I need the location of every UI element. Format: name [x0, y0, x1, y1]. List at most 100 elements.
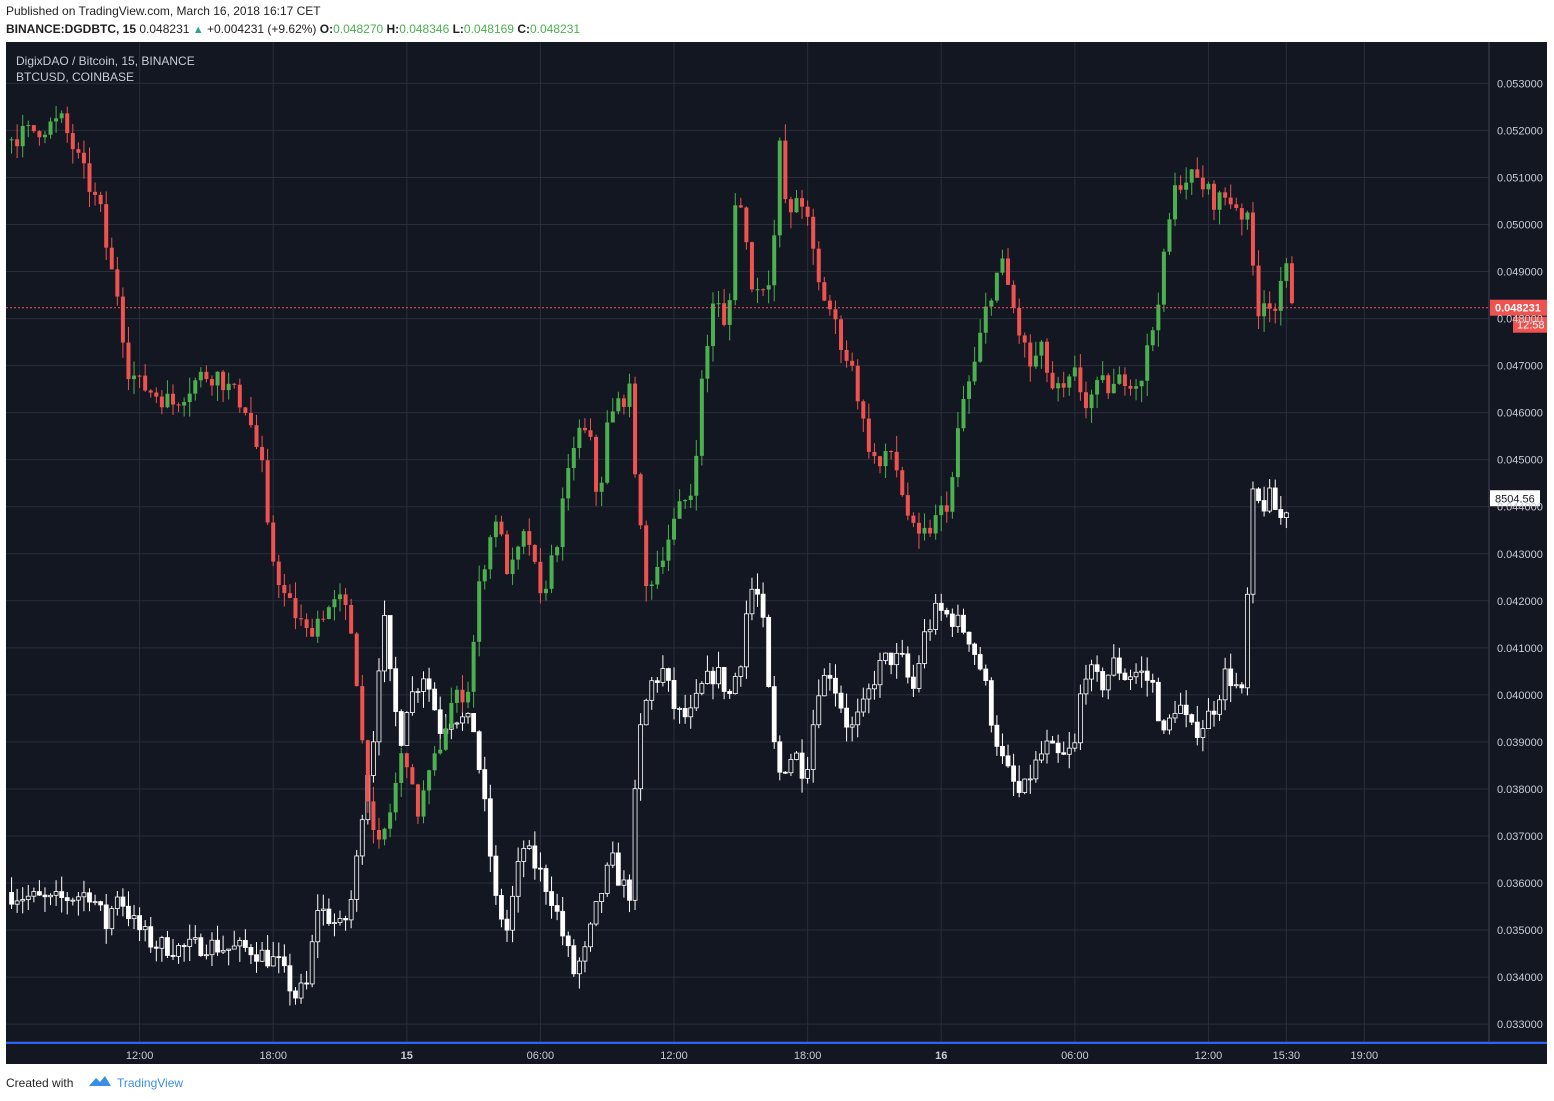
overlay-candle: [404, 712, 410, 746]
overlay-candle: [1272, 487, 1278, 510]
candle: [382, 828, 387, 840]
candle: [1044, 341, 1049, 373]
candle: [265, 460, 270, 523]
candle: [1134, 386, 1139, 389]
candle: [655, 566, 660, 585]
overlay-candle: [1250, 488, 1256, 595]
candle: [171, 393, 176, 405]
x-tick-label: 06:00: [527, 1050, 555, 1062]
candle: [254, 425, 259, 447]
candle: [749, 242, 754, 290]
chart-panel[interactable]: 0.048231 12:58 8504.56 0.053000 0.052000 0.0…: [6, 42, 1547, 1064]
overlay-candle: [855, 711, 861, 726]
candle: [471, 641, 476, 692]
overlay-candle: [565, 935, 571, 947]
candle: [182, 402, 187, 406]
overlay-candle: [693, 692, 699, 709]
btcusd-candles: [9, 479, 1289, 1006]
candle: [432, 753, 437, 771]
candle: [1206, 183, 1211, 190]
overlay-candle: [1150, 679, 1156, 683]
high-value: 0.048346: [399, 22, 450, 36]
candle: [1122, 374, 1127, 386]
overlay-candle: [187, 938, 193, 947]
overlay-candle: [231, 945, 237, 950]
tradingview-logo-icon[interactable]: [88, 1074, 112, 1088]
candle: [633, 383, 638, 475]
overlay-candle: [749, 588, 755, 615]
tradingview-link[interactable]: TradingView: [117, 1076, 184, 1090]
overlay-candle: [1233, 684, 1239, 687]
overlay-candle: [276, 956, 282, 959]
candle: [983, 306, 988, 333]
candle: [1161, 251, 1166, 305]
overlay-candle: [1039, 753, 1044, 761]
candle: [616, 398, 621, 412]
candle: [560, 498, 565, 548]
candle: [1200, 177, 1205, 190]
overlay-candle: [499, 895, 504, 920]
candle: [20, 125, 25, 147]
candle: [605, 422, 610, 483]
y-tick-label: 0.034000: [1497, 972, 1543, 984]
y-tick-label: 0.043000: [1497, 549, 1543, 561]
candle: [577, 427, 582, 448]
overlay-candle: [209, 939, 215, 956]
overlay-candle: [398, 711, 404, 746]
candle: [493, 521, 498, 538]
candle: [354, 633, 359, 687]
overlay-candle: [1217, 699, 1222, 715]
overlay-candle: [972, 643, 978, 655]
candle: [321, 618, 326, 620]
candle: [315, 618, 320, 637]
overlay-candle: [220, 949, 226, 953]
candle: [877, 456, 882, 467]
overlay-candle: [899, 652, 905, 655]
candle: [1139, 380, 1144, 387]
candle: [978, 332, 983, 362]
candle: [1267, 303, 1272, 309]
y-tick-label: 0.046000: [1497, 408, 1543, 420]
candle: [482, 569, 487, 582]
overlay-candle: [476, 731, 482, 771]
candle: [1017, 307, 1022, 336]
overlay-candle: [593, 901, 599, 925]
overlay-candle: [1133, 671, 1139, 678]
y-tick-label: 0.049000: [1497, 267, 1543, 279]
candle: [928, 527, 933, 534]
overlay-candle: [37, 891, 42, 896]
overlay-candle: [309, 941, 315, 985]
candle: [349, 605, 354, 634]
candle: [1022, 335, 1027, 343]
candle: [549, 555, 554, 589]
candle: [215, 371, 220, 386]
price-change: +0.004231 (+9.62%): [207, 22, 317, 36]
candle: [950, 477, 955, 512]
overlay-candle: [621, 879, 627, 886]
candle: [1178, 185, 1183, 190]
candle: [37, 131, 42, 138]
candle: [627, 383, 632, 407]
overlay-candle: [64, 897, 70, 902]
candle: [1128, 385, 1133, 389]
overlay-candle: [1239, 684, 1245, 689]
overlay-candle: [387, 615, 393, 670]
candle: [1195, 169, 1200, 178]
candle: [816, 248, 821, 283]
overlay-candle: [371, 741, 376, 776]
candle: [638, 474, 643, 526]
candle: [415, 784, 420, 817]
overlay-candle: [359, 819, 365, 857]
candle: [304, 619, 309, 629]
low-label: L:: [452, 22, 464, 36]
candle: [1039, 341, 1044, 356]
candle: [955, 428, 960, 478]
y-tick-label: 0.047000: [1497, 361, 1543, 373]
candle: [1083, 392, 1088, 409]
candle: [555, 547, 560, 556]
overlay-candle: [515, 861, 521, 897]
overlay-candle: [198, 937, 204, 956]
x-tick-label: 12:00: [660, 1050, 688, 1062]
candle: [232, 383, 237, 385]
